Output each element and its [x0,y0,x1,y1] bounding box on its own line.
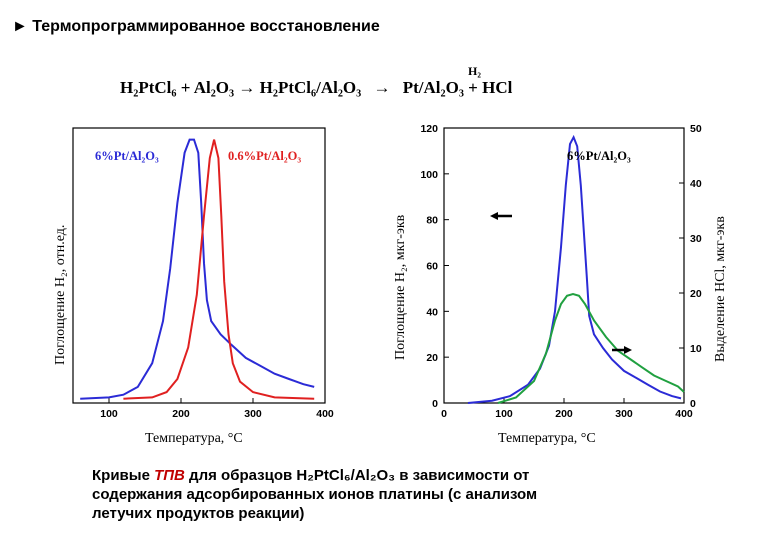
caption-suffix: для образцов H₂PtCl₆/Al₂O₃ в зависимости… [184,467,530,484]
right-y-ticks: 0 20 40 60 80 100 120 [420,123,449,410]
caption-line-2: содержания адсорбированных ионов платины… [92,486,538,503]
right-x-tick-label: 400 [675,408,693,420]
right-x-tick-label: 100 [495,408,513,420]
right-y-tick-label: 0 [432,398,438,410]
right-axis-arrowhead [624,346,632,354]
right-y2-tick-label: 40 [690,178,702,190]
equation-right: Pt/Al₂O₃ + HCl [402,78,513,97]
left-x-tick-label: 100 [100,408,118,420]
right-y-tick-label: 60 [426,261,438,273]
equation-over-arrow: H₂ [468,64,481,78]
slide-heading: ► Термопрограммированное восстановление [12,18,380,35]
left-x-tick-label: 400 [316,408,334,420]
right-y-tick-label: 100 [420,169,438,181]
left-y-label: Поглощение H₂, отн.ед. [53,225,68,365]
right-y-label: Поглощение H₂, мкг-экв [393,214,408,360]
right-y-tick-label: 120 [420,123,438,135]
right-y2-tick-label: 0 [690,398,696,410]
right-y-tick-label: 20 [426,352,438,364]
right-x-label: Температура, °С [498,431,596,446]
left-chart-frame [72,127,326,404]
right-x-tick-label: 300 [615,408,633,420]
right-x-tick-label: 200 [555,408,573,420]
left-series [80,138,315,400]
left-x-tick-label: 300 [244,408,262,420]
caption-prefix: Кривые [92,467,155,484]
left-x-ticks: 100 200 300 400 [100,398,334,420]
left-x-label: Температура, °С [145,431,243,446]
caption-line-1: Кривые ТПВ для образцов H₂PtCl₆/Al₂O₃ в … [92,466,692,485]
right-y2-tick-label: 50 [690,123,702,135]
right-y-tick-label: 40 [426,306,438,318]
reaction-equation: H₂PtCl₆ + Al₂O₃ → H₂PtCl₆/Al₂O₃ → H₂ Pt/… [120,64,513,98]
right-x-tick-label: 0 [441,408,447,420]
right-chart-frame [443,127,685,404]
left-series-line-1 [80,138,315,400]
left-chart: 100 200 300 400 6%Pt/Al₂O₃ 0.6%Pt/Al₂O₃ Тем… [53,127,334,446]
left-x-tick-label: 200 [172,408,190,420]
right-y2-tick-label: 30 [690,233,702,245]
right-x-ticks: 0 100 200 300 400 [441,398,693,420]
right-series-line-1 [467,134,682,404]
right-y2-label: Выделение HCl, мкг-экв [713,216,728,362]
left-legend-6pt: 6%Pt/Al₂O₃ [95,149,159,163]
caption-tpv: ТПВ [154,467,185,484]
right-chart: 0 100 200 300 400 0 20 40 60 80 100 120 0 10 20 30 40 5… [393,123,728,446]
caption-line-3: летучих продуктов реакции) [92,505,305,522]
right-y2-tick-label: 20 [690,288,702,300]
right-series [467,134,685,404]
left-legend-06pt: 0.6%Pt/Al₂O₃ [228,149,301,163]
right-y2-ticks: 0 10 20 30 40 50 [679,123,702,410]
left-series-line-2 [123,139,315,400]
right-legend: 6%Pt/Al₂O₃ [567,149,631,163]
left-axis-arrowhead [490,212,498,220]
equation-arrow: → [373,78,391,97]
equation-left: H₂PtCl₆ + Al₂O₃ → H₂PtCl₆/Al₂O₃ [120,78,362,97]
right-y2-tick-label: 10 [690,343,702,355]
right-series-line-2 [497,293,685,404]
figure-caption: Кривые ТПВ для образцов H₂PtCl₆/Al₂O₃ в … [92,466,692,523]
right-y-tick-label: 80 [426,215,438,227]
